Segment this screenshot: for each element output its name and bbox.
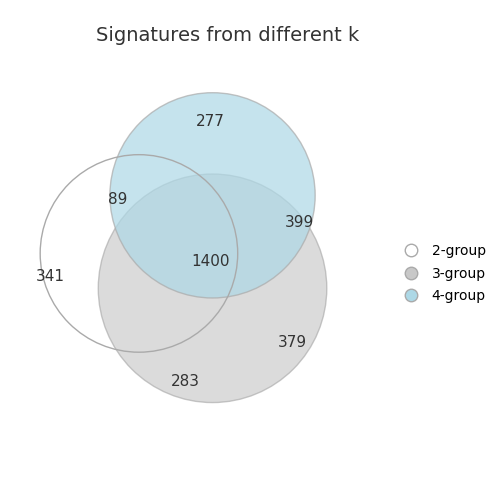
Circle shape [98,174,327,403]
Legend: 2-group, 3-group, 4-group: 2-group, 3-group, 4-group [397,244,486,303]
Text: 283: 283 [171,374,200,389]
Circle shape [110,93,315,298]
Text: 399: 399 [285,215,314,230]
Text: 89: 89 [108,192,128,207]
Title: Signatures from different k: Signatures from different k [96,26,360,45]
Text: 277: 277 [196,114,225,129]
Text: 1400: 1400 [192,254,230,269]
Text: 341: 341 [35,269,65,284]
Text: 379: 379 [277,335,306,350]
